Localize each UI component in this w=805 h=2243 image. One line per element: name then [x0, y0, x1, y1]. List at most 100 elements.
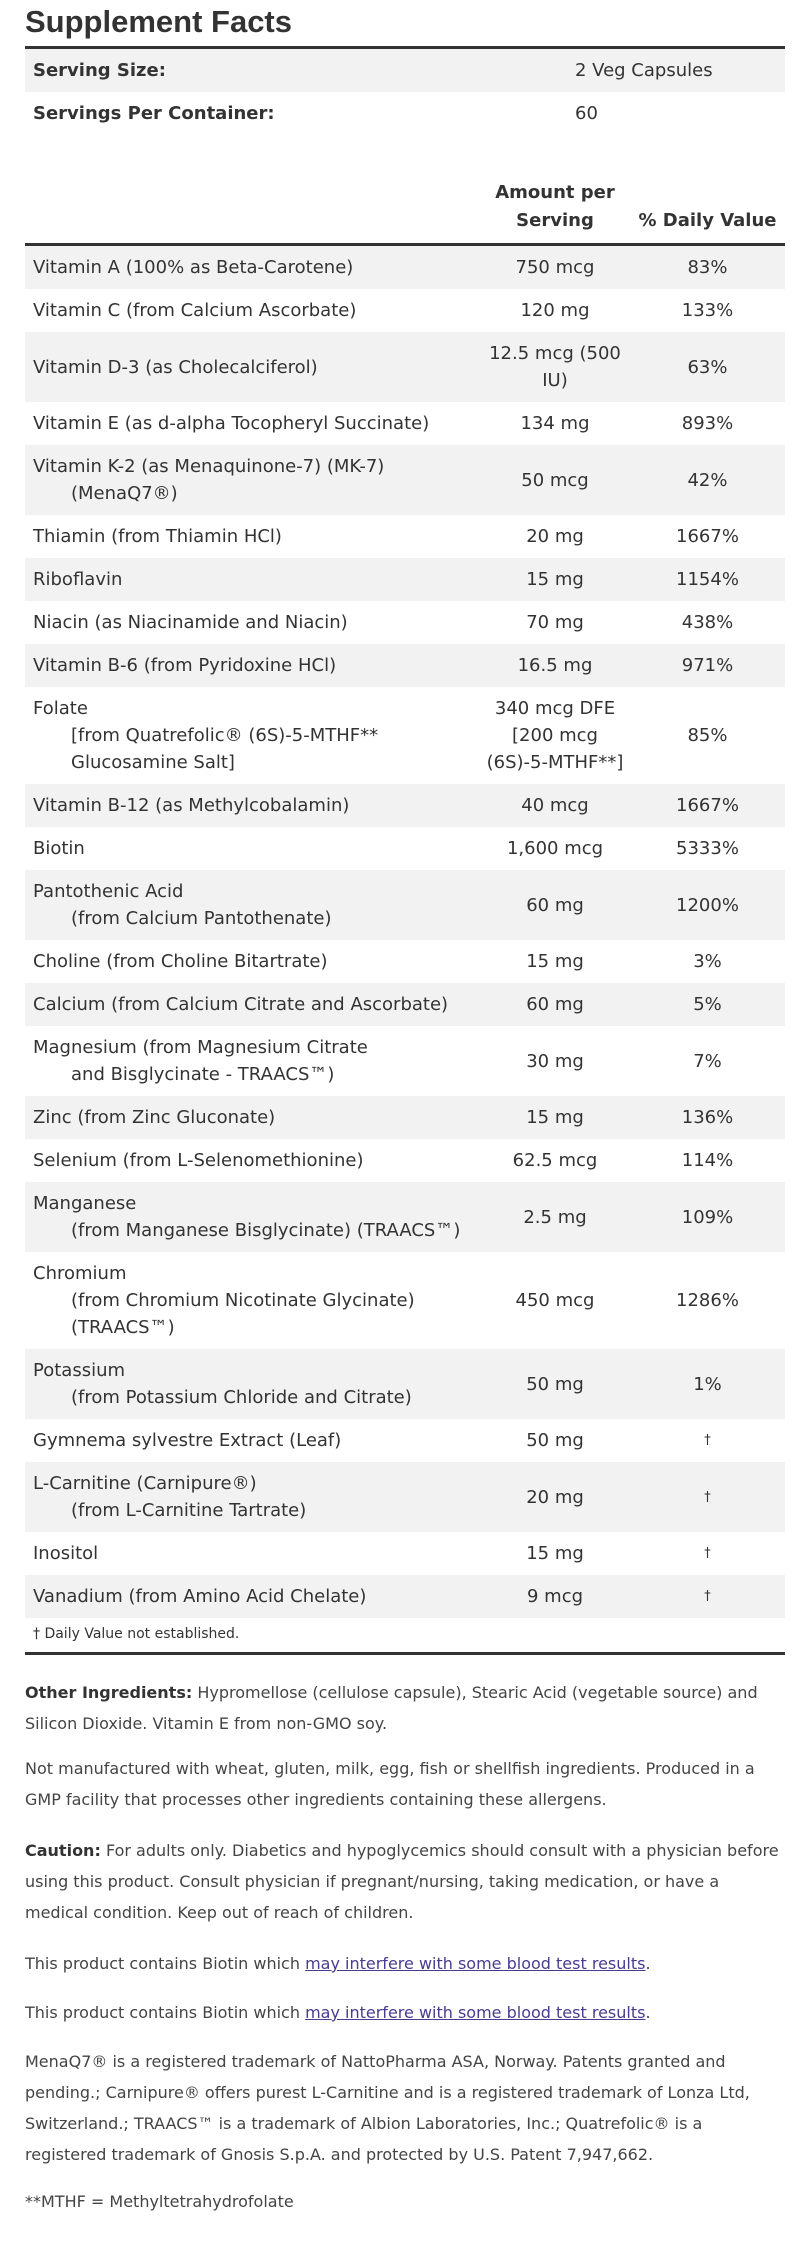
serving-value: 60	[575, 103, 598, 124]
daily-value: 1667%	[676, 795, 739, 816]
nutrient-row: Vitamin B-6 (from Pyridoxine HCl) 16.5 mg…	[25, 644, 785, 687]
nutrient-name-cell: Magnesium (from Magnesium Citrate and Bis…	[25, 1026, 480, 1096]
amount: 50 mcg	[521, 469, 589, 491]
daily-value: 893%	[681, 413, 734, 434]
nutrient-source: (from Manganese Bisglycinate) (TRAACS™)	[71, 1220, 461, 1241]
amount: 120 mg	[520, 300, 590, 321]
nutrient-row: Potassium (from Potassium Chloride and Ci…	[25, 1349, 785, 1419]
nutrient-name: Vanadium (from Amino Acid Chelate)	[33, 1586, 367, 1607]
nutrient-name-cell: Vanadium (from Amino Acid Chelate)	[25, 1575, 480, 1618]
note-text: For adults only. Diabetics and hypoglyce…	[25, 1841, 779, 1922]
note-label: Caution:	[25, 1841, 101, 1860]
nutrient-row: Thiamin (from Thiamin HCl) 20 mg 1667%	[25, 515, 785, 558]
daily-value: 1200%	[676, 894, 739, 916]
amount: 15 mg	[526, 951, 584, 972]
amount: 134 mg	[520, 413, 590, 434]
amount: 15 mg	[526, 1543, 584, 1564]
nutrient-name-cell: Biotin	[25, 827, 480, 870]
amount: 340 mcg DFE [200 mcg (6S)-5-MTHF**]	[486, 698, 624, 773]
other-ingredients: Other Ingredients: Hypromellose (cellulo…	[25, 1677, 785, 1739]
blood-test-link[interactable]: may interfere with some blood test resul…	[305, 1954, 646, 1973]
nutrient-name: Riboflavin	[33, 569, 123, 590]
table-body: Vitamin A (100% as Beta-Carotene) 750 mcg…	[25, 246, 785, 1618]
trademarks: MenaQ7® is a registered trademark of Nat…	[25, 2052, 750, 2164]
note-text: .	[645, 1954, 651, 1973]
nutrient-name: Vitamin B-6 (from Pyridoxine HCl)	[33, 655, 337, 676]
serving-row: Servings Per Container: 60	[25, 92, 785, 135]
mthf-definition: **MTHF = Methyltetrahydrofolate	[25, 2192, 294, 2211]
nutrient-row: Vitamin K-2 (as Menaquinone-7) (MK-7) (Me…	[25, 445, 785, 515]
amount: 60 mg	[526, 994, 584, 1015]
nutrient-name: Vitamin C (from Calcium Ascorbate)	[33, 300, 357, 321]
nutrient-name-cell: Vitamin E (as d-alpha Tocopheryl Succina…	[25, 402, 480, 445]
amount: 9 mcg	[526, 1586, 584, 1607]
nutrient-name: Vitamin B-12 (as Methylcobalamin)	[33, 795, 350, 816]
daily-value: 1%	[693, 1373, 722, 1395]
nutrient-row: Riboflavin 15 mg 1154%	[25, 558, 785, 601]
daily-value: 1154%	[676, 569, 739, 590]
nutrient-row: L-Carnitine (Carnipure®) (from L-Carnitin…	[25, 1462, 785, 1532]
amount: 70 mg	[526, 612, 584, 633]
daily-value: 1667%	[676, 526, 739, 547]
nutrient-row: Gymnema sylvestre Extract (Leaf) 50 mg †	[25, 1419, 785, 1462]
amount: 16.5 mg	[517, 655, 593, 676]
note-text: Hypromellose (cellulose capsule), Steari…	[25, 1683, 758, 1733]
nutrient-name: Potassium	[33, 1360, 126, 1381]
serving-value: 2 Veg Capsules	[575, 60, 713, 81]
daily-value: 136%	[681, 1107, 734, 1128]
nutrient-name: Folate	[33, 698, 88, 719]
supplement-facts: Supplement Facts Serving Size: 2 Veg Caps…	[25, 0, 785, 1655]
nutrient-row: Inositol 15 mg †	[25, 1532, 785, 1575]
nutrient-row: Vitamin A (100% as Beta-Carotene) 750 mcg…	[25, 246, 785, 289]
notes: Other Ingredients: Hypromellose (cellulo…	[25, 1655, 785, 2217]
nutrient-row: Magnesium (from Magnesium Citrate and Bis…	[25, 1026, 785, 1096]
nutrient-name-cell: Chromium (from Chromium Nicotinate Glycin…	[25, 1252, 480, 1349]
nutrient-name: Zinc (from Zinc Gluconate)	[33, 1107, 276, 1128]
nutrient-name-cell: Vitamin K-2 (as Menaquinone-7) (MK-7) (Me…	[25, 445, 480, 515]
nutrient-name: L-Carnitine (Carnipure®)	[33, 1473, 257, 1494]
daily-value: 83%	[687, 257, 728, 278]
note-text: This product contains Biotin which	[25, 2003, 300, 2022]
nutrient-row: Calcium (from Calcium Citrate and Ascorb…	[25, 983, 785, 1026]
daily-value: 109%	[681, 1206, 734, 1228]
nutrient-name-cell: Niacin (as Niacinamide and Niacin)	[25, 601, 480, 644]
daily-value: 85%	[687, 725, 728, 746]
blood-test-link[interactable]: may interfere with some blood test resul…	[305, 2003, 646, 2022]
nutrient-row: Biotin 1,600 mcg 5333%	[25, 827, 785, 870]
nutrient-row: Vanadium (from Amino Acid Chelate) 9 mcg †	[25, 1575, 785, 1618]
nutrient-name-cell: Vitamin C (from Calcium Ascorbate)	[25, 289, 480, 332]
nutrient-source: (MenaQ7®)	[71, 483, 178, 504]
nutrient-source: (from Calcium Pantothenate)	[71, 908, 332, 929]
biotin-note: This product contains Biotin which may i…	[25, 1997, 785, 2028]
nutrient-name: Thiamin (from Thiamin HCl)	[33, 526, 282, 547]
nutrient-source: (from Potassium Chloride and Citrate)	[71, 1387, 412, 1408]
amount: 20 mg	[526, 526, 584, 547]
nutrient-name-cell: Vitamin A (100% as Beta-Carotene)	[25, 246, 480, 289]
nutrient-row: Niacin (as Niacinamide and Niacin) 70 mg 4…	[25, 601, 785, 644]
amount: 40 mcg	[521, 795, 589, 816]
nutrient-row: Vitamin B-12 (as Methylcobalamin) 40 mcg 1…	[25, 784, 785, 827]
daily-value: 438%	[681, 612, 734, 633]
amount: 15 mg	[526, 1107, 584, 1128]
caution: Caution: For adults only. Diabetics and …	[25, 1835, 785, 1928]
nutrient-row: Selenium (from L-Selenomethionine) 62.5 m…	[25, 1139, 785, 1182]
amount: 450 mcg	[515, 1290, 595, 1311]
amount: 15 mg	[526, 569, 584, 590]
nutrient-name: Chromium	[33, 1263, 127, 1284]
nutrient-name-cell: Choline (from Choline Bitartrate)	[25, 940, 480, 983]
nutrient-row: Pantothenic Acid (from Calcium Pantothena…	[25, 870, 785, 940]
note-text: .	[645, 2003, 651, 2022]
amount: 20 mg	[526, 1486, 584, 1508]
footnote: † Daily Value not established.	[25, 1618, 785, 1655]
nutrient-name-cell: Vitamin B-12 (as Methylcobalamin)	[25, 784, 480, 827]
nutrient-name: Selenium (from L-Selenomethionine)	[33, 1150, 364, 1171]
nutrient-name: Vitamin E (as d-alpha Tocopheryl Succina…	[33, 413, 430, 434]
nutrient-name-cell: Thiamin (from Thiamin HCl)	[25, 515, 480, 558]
nutrient-name-cell: Vitamin B-6 (from Pyridoxine HCl)	[25, 644, 480, 687]
nutrient-row: Manganese (from Manganese Bisglycinate) (…	[25, 1182, 785, 1252]
daily-value: †	[704, 1546, 711, 1561]
nutrient-name-cell: Manganese (from Manganese Bisglycinate) (…	[25, 1182, 480, 1252]
nutrient-name-cell: Zinc (from Zinc Gluconate)	[25, 1096, 480, 1139]
note-label: Other Ingredients:	[25, 1683, 193, 1702]
amount: 62.5 mcg	[512, 1150, 598, 1171]
